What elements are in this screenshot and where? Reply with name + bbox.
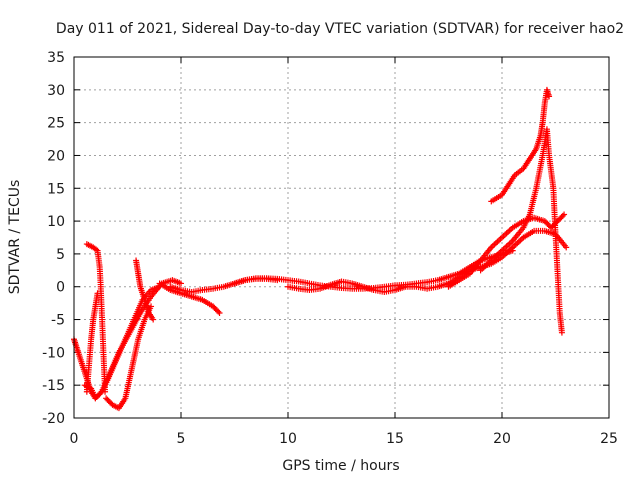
y-tick-label: 15 [47,181,65,197]
data-point [216,309,223,316]
y-tick-label: 20 [47,148,65,164]
y-axis-label: SDTVAR / TECUs [7,180,23,295]
series-arc-e [83,290,101,395]
data-point [215,308,222,315]
data-point [150,316,157,323]
data-point [148,303,155,310]
data-point [563,244,570,251]
data-point [94,290,101,297]
x-tick-label: 20 [493,431,511,447]
chart-title: Day 011 of 2021, Sidereal Day-to-day VTE… [56,21,624,37]
x-tick-label: 15 [386,431,404,447]
data-point [546,93,553,100]
y-tick-label: 35 [47,50,65,66]
y-tick-label: -10 [42,345,65,361]
y-tick-label: 25 [47,116,65,132]
data-point [559,212,566,219]
ticks-layer: 0 5 10 15 20 25 -20 -15 -10 -5 0 5 10 15 20 25 30 35 [42,50,618,447]
series-arc-j [285,227,570,295]
series-arc-d [83,241,109,395]
series-arc-m [477,126,565,336]
x-axis-label: GPS time / hours [282,458,399,474]
y-tick-label: 10 [47,214,65,230]
data-point [178,280,184,287]
x-tick-label: 5 [177,431,186,447]
data-points-layer [71,86,570,412]
x-tick-label: 10 [279,431,297,447]
y-tick-label: -15 [42,378,65,394]
series-arc-c [103,303,155,412]
series-arc-f [133,257,157,323]
y-tick-label: -5 [51,313,65,329]
data-point [102,388,109,395]
y-tick-label: -20 [42,411,65,427]
data-point [97,390,104,397]
y-tick-label: 30 [47,83,65,99]
data-point [558,329,565,336]
series-arc-l [488,86,553,205]
grid-layer [74,57,609,418]
y-tick-label: 0 [56,280,65,296]
x-tick-label: 0 [70,431,79,447]
y-tick-label: 5 [56,247,65,263]
data-point [561,211,568,218]
plot-frame [73,56,610,419]
x-tick-label: 25 [600,431,618,447]
